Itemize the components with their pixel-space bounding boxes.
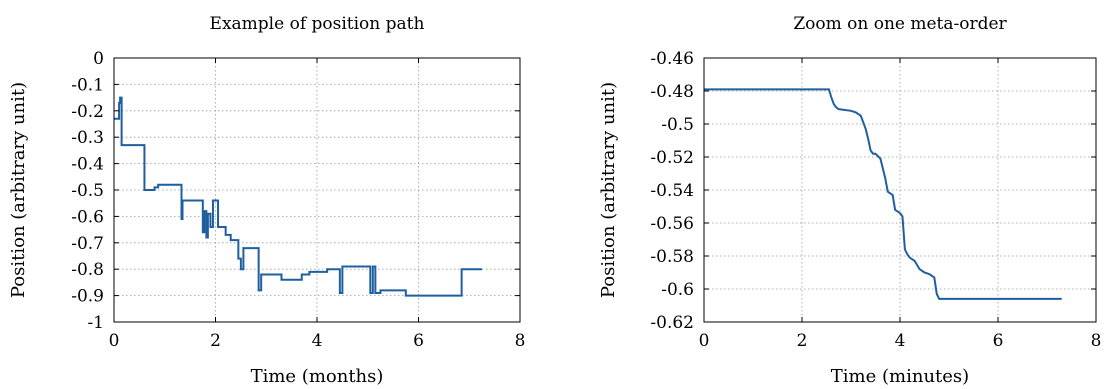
y-tick-label: -0.5 bbox=[661, 115, 694, 135]
y-tick-label: -0.56 bbox=[650, 214, 694, 234]
y-tick-label: -0.3 bbox=[71, 128, 104, 148]
y-tick-label: -0.1 bbox=[71, 75, 104, 95]
y-tick-label: -0.2 bbox=[71, 102, 104, 122]
x-tick-label: 4 bbox=[895, 331, 906, 351]
x-axis-title: Time (minutes) bbox=[831, 366, 969, 387]
x-tick-label: 2 bbox=[210, 331, 221, 351]
y-tick-label: -0.6 bbox=[661, 280, 694, 300]
y-tick-label: -0.58 bbox=[650, 247, 694, 267]
y-tick-label: -0.6 bbox=[71, 207, 104, 227]
y-tick-label: -1 bbox=[87, 313, 104, 333]
y-tick-label: -0.4 bbox=[71, 155, 104, 175]
x-tick-label: 0 bbox=[699, 331, 710, 351]
y-tick-label: -0.8 bbox=[71, 260, 104, 280]
y-tick-label: -0.52 bbox=[650, 148, 694, 168]
chart-meta-order-zoom: 0 2 4 6 8 -0.46 -0.48 -0.5 -0.52 -0.54 -0.56 -0.58 -… bbox=[598, 14, 1101, 387]
y-tick-label: -0.48 bbox=[650, 82, 694, 102]
y-tick-label: -0.54 bbox=[650, 181, 694, 201]
y-tick-label: -0.46 bbox=[650, 49, 694, 69]
y-axis-title: Position (arbitrary unit) bbox=[8, 82, 29, 298]
chart-title: Example of position path bbox=[210, 14, 425, 34]
y-tick-label: -0.5 bbox=[71, 181, 104, 201]
series-line bbox=[704, 88, 1062, 300]
x-tick-label: 8 bbox=[515, 331, 526, 351]
x-tick-label: 6 bbox=[413, 331, 424, 351]
x-tick-label: 4 bbox=[312, 331, 323, 351]
x-tick-label: 2 bbox=[797, 331, 808, 351]
y-tick-label: -0.62 bbox=[650, 313, 694, 333]
series-line bbox=[114, 96, 482, 297]
chart-position-path: 0 2 4 6 8 0 -0.1 -0.2 -0.3 -0.4 -0.5 -0.6 -0.7 -0.8 -0… bbox=[8, 14, 525, 387]
x-tick-label: 0 bbox=[109, 331, 120, 351]
x-tick-label: 8 bbox=[1091, 331, 1102, 351]
y-tick-label: -0.7 bbox=[71, 234, 104, 254]
x-axis-title: Time (months) bbox=[251, 366, 384, 387]
y-tick-label: -0.9 bbox=[71, 287, 104, 307]
y-axis-title: Position (arbitrary unit) bbox=[598, 82, 619, 298]
chart-title: Zoom on one meta-order bbox=[793, 14, 1007, 34]
y-tick-label: 0 bbox=[93, 49, 104, 69]
x-tick-label: 6 bbox=[993, 331, 1004, 351]
